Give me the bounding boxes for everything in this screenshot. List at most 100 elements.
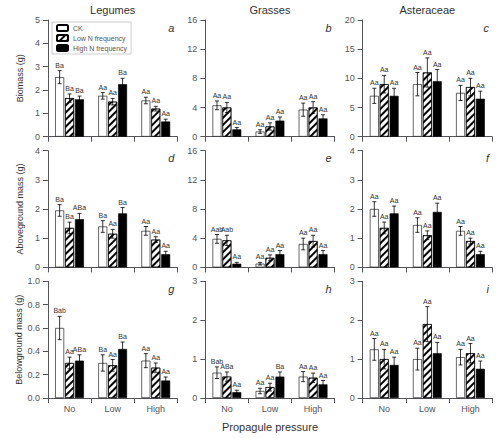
svg-text:Aa: Aa xyxy=(161,242,170,249)
svg-text:Aa: Aa xyxy=(380,66,389,73)
svg-text:Aa: Aa xyxy=(476,352,485,359)
svg-text:Bab: Bab xyxy=(53,307,66,314)
svg-text:High N frequency: High N frequency xyxy=(73,45,128,53)
svg-text:12: 12 xyxy=(187,44,197,54)
svg-text:Aa: Aa xyxy=(108,220,117,227)
svg-text:10: 10 xyxy=(345,73,355,83)
svg-text:Aa: Aa xyxy=(256,379,265,386)
svg-text:Aa: Aa xyxy=(309,364,318,371)
svg-text:2: 2 xyxy=(192,315,197,325)
svg-text:Aa: Aa xyxy=(390,348,399,355)
svg-text:Aa: Aa xyxy=(380,340,389,347)
svg-text:Aa: Aa xyxy=(476,242,485,249)
svg-text:2: 2 xyxy=(35,204,40,214)
svg-text:3: 3 xyxy=(35,175,40,185)
svg-text:Aa: Aa xyxy=(309,93,318,100)
svg-text:0: 0 xyxy=(350,132,355,142)
svg-text:Aa: Aa xyxy=(266,114,275,121)
svg-text:No: No xyxy=(64,404,76,414)
svg-text:12: 12 xyxy=(187,175,197,185)
svg-text:Aa: Aa xyxy=(276,242,285,249)
svg-text:Aa: Aa xyxy=(319,372,328,379)
svg-text:Belowground mass (g): Belowground mass (g) xyxy=(14,295,24,385)
svg-text:0: 0 xyxy=(192,393,197,403)
svg-text:Biomass (g): Biomass (g) xyxy=(15,54,25,102)
svg-text:2: 2 xyxy=(350,315,355,325)
svg-text:Aa: Aa xyxy=(433,333,442,340)
svg-text:Aa: Aa xyxy=(299,94,308,101)
svg-text:Aa: Aa xyxy=(370,79,379,86)
svg-text:ABa: ABa xyxy=(220,363,233,370)
svg-text:0: 0 xyxy=(350,393,355,403)
svg-text:Ba: Ba xyxy=(118,333,127,340)
svg-text:0: 0 xyxy=(350,262,355,272)
svg-text:Aa: Aa xyxy=(151,354,160,361)
svg-text:h: h xyxy=(326,283,332,295)
svg-text:5: 5 xyxy=(35,15,40,25)
svg-text:Ba: Ba xyxy=(55,196,64,203)
svg-text:Ba: Ba xyxy=(55,62,64,69)
svg-text:Aa: Aa xyxy=(276,108,285,115)
svg-text:0.0: 0.0 xyxy=(27,393,40,403)
svg-text:2: 2 xyxy=(350,204,355,214)
svg-text:Aa: Aa xyxy=(213,92,222,99)
svg-text:Aa: Aa xyxy=(233,253,242,260)
svg-text:c: c xyxy=(484,22,490,34)
svg-text:Aa: Aa xyxy=(108,89,117,96)
svg-text:Ba: Ba xyxy=(75,87,84,94)
svg-text:Aa: Aa xyxy=(266,374,275,381)
svg-text:Grasses: Grasses xyxy=(250,4,291,16)
svg-text:Aa: Aa xyxy=(413,339,422,346)
svg-text:20: 20 xyxy=(345,15,355,25)
svg-text:1: 1 xyxy=(350,233,355,243)
svg-text:Ba: Ba xyxy=(276,363,285,370)
svg-text:Ba: Ba xyxy=(65,85,74,92)
svg-text:Legumes: Legumes xyxy=(90,4,136,16)
svg-text:0: 0 xyxy=(35,132,40,142)
svg-text:1: 1 xyxy=(35,233,40,243)
svg-text:0.4: 0.4 xyxy=(27,346,40,356)
svg-text:16: 16 xyxy=(187,15,197,25)
svg-text:g: g xyxy=(168,283,175,295)
svg-text:Aa: Aa xyxy=(142,345,151,352)
svg-text:0.8: 0.8 xyxy=(27,300,40,310)
svg-text:Aa: Aa xyxy=(456,218,465,225)
svg-text:Aa: Aa xyxy=(151,228,160,235)
svg-text:Ba: Ba xyxy=(118,69,127,76)
svg-text:e: e xyxy=(326,152,332,164)
svg-text:Aab: Aab xyxy=(221,226,234,233)
svg-text:No: No xyxy=(221,404,233,414)
svg-text:Aa: Aa xyxy=(370,330,379,337)
svg-text:Aa: Aa xyxy=(413,64,422,71)
svg-text:d: d xyxy=(168,152,175,164)
svg-text:4: 4 xyxy=(192,103,197,113)
svg-text:Aa: Aa xyxy=(319,242,328,249)
svg-text:8: 8 xyxy=(192,73,197,83)
svg-text:ABa: ABa xyxy=(73,346,86,353)
svg-text:Aa: Aa xyxy=(466,229,475,236)
svg-text:0.2: 0.2 xyxy=(27,370,40,380)
svg-text:Aa: Aa xyxy=(161,368,170,375)
svg-text:Aa: Aa xyxy=(98,84,107,91)
svg-text:Low: Low xyxy=(262,404,279,414)
svg-text:Propagule pressure: Propagule pressure xyxy=(222,421,318,433)
svg-text:Aa: Aa xyxy=(390,79,399,86)
svg-text:0: 0 xyxy=(192,262,197,272)
svg-text:Aa: Aa xyxy=(299,363,308,370)
svg-text:Low: Low xyxy=(419,404,436,414)
svg-text:Aa: Aa xyxy=(299,229,308,236)
svg-text:1: 1 xyxy=(192,354,197,364)
svg-text:4: 4 xyxy=(192,233,197,243)
svg-text:1.0: 1.0 xyxy=(27,276,40,286)
svg-text:Ba: Ba xyxy=(118,199,127,206)
svg-text:Aa: Aa xyxy=(423,298,432,305)
svg-text:8: 8 xyxy=(192,204,197,214)
svg-text:4: 4 xyxy=(35,146,40,156)
svg-text:Aa: Aa xyxy=(256,121,265,128)
svg-text:Aboveground mass (g): Aboveground mass (g) xyxy=(15,163,25,254)
svg-text:Aa: Aa xyxy=(370,193,379,200)
svg-text:Asteraceae: Asteraceae xyxy=(400,4,456,16)
svg-text:Ba: Ba xyxy=(98,212,107,219)
svg-text:Aa: Aa xyxy=(433,194,442,201)
svg-text:Aa: Aa xyxy=(266,246,275,253)
